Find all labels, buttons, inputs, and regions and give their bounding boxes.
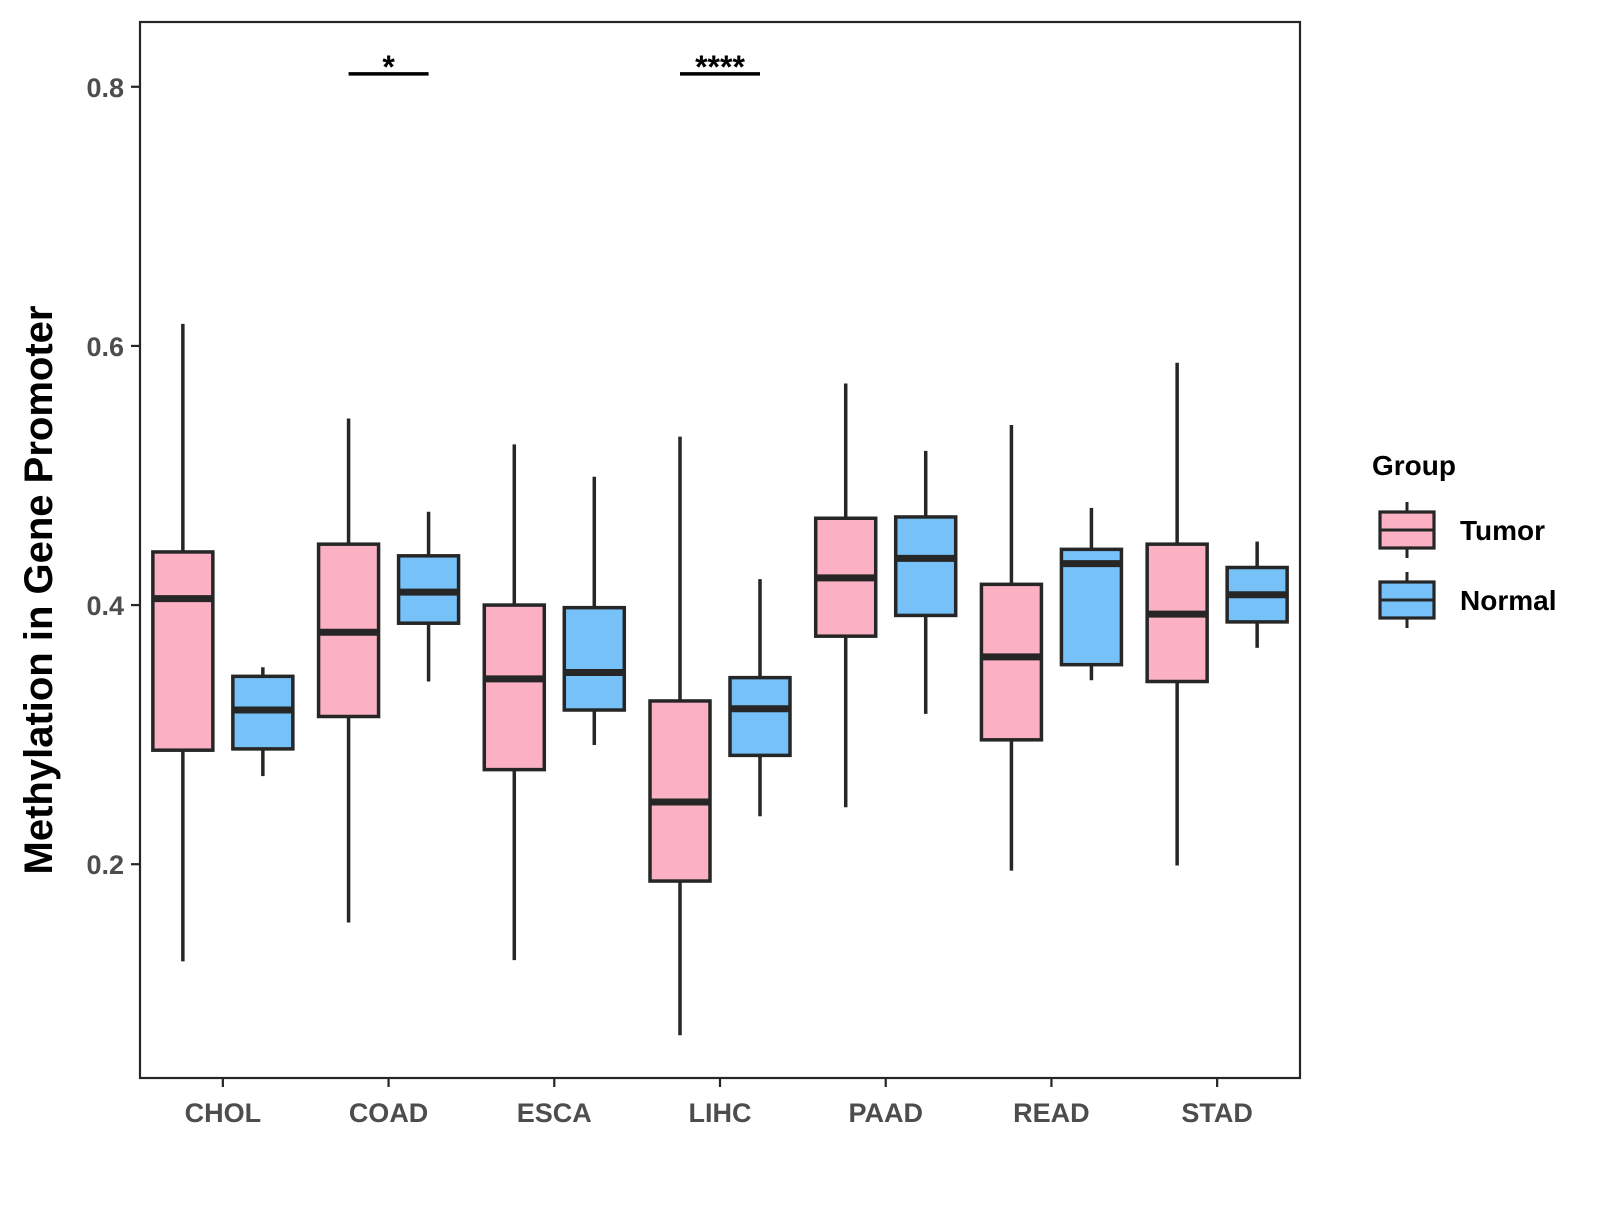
- x-tick-label-stad: STAD: [1181, 1098, 1253, 1128]
- iqr-box: [1059, 547, 1124, 667]
- box-tumor-coad: [316, 418, 381, 923]
- box-tumor-stad: [1145, 362, 1209, 866]
- iqr-box: [893, 515, 958, 618]
- y-tick-label: 0.4: [86, 591, 124, 621]
- x-tick-label-lihc: LIHC: [689, 1098, 752, 1128]
- y-tick-label: 0.8: [86, 73, 124, 103]
- box-tumor-paad: [813, 383, 878, 808]
- iqr-box: [728, 675, 792, 758]
- x-tick-label-paad: PAAD: [848, 1098, 923, 1128]
- box-tumor-read: [979, 424, 1044, 871]
- iqr-box: [151, 550, 215, 752]
- significance-label-coad: *: [382, 49, 395, 85]
- legend-label-tumor: Tumor: [1460, 515, 1545, 546]
- x-tick-label-read: READ: [1013, 1098, 1090, 1128]
- box-normal-lihc: [728, 579, 792, 817]
- x-tick-label-esca: ESCA: [517, 1098, 592, 1128]
- legend-label-normal: Normal: [1460, 585, 1556, 616]
- y-tick-label: 0.2: [86, 850, 124, 880]
- box-normal-paad: [893, 450, 958, 714]
- legend-title: Group: [1372, 450, 1456, 481]
- box-tumor-chol: [151, 323, 215, 962]
- box-normal-stad: [1225, 541, 1289, 648]
- y-axis-title: Methylation in Gene Promoter: [17, 306, 61, 875]
- plot-panel-border: [138, 20, 1302, 1080]
- legend-item-normal: Normal: [1378, 572, 1556, 628]
- box-normal-coad: [396, 511, 461, 682]
- box-normal-chol: [231, 667, 295, 777]
- box-normal-read: [1059, 507, 1124, 681]
- x-tick-label-coad: COAD: [349, 1098, 429, 1128]
- y-tick-label: 0.6: [86, 332, 124, 362]
- iqr-box: [562, 605, 627, 712]
- iqr-box: [979, 582, 1044, 742]
- box-normal-esca: [562, 476, 627, 746]
- box-tumor-lihc: [648, 436, 712, 1036]
- significance-label-lihc: ****: [695, 49, 745, 85]
- x-tick-label-chol: CHOL: [185, 1098, 262, 1128]
- iqr-box: [482, 603, 547, 772]
- box-tumor-esca: [482, 444, 547, 961]
- legend-item-tumor: Tumor: [1378, 502, 1545, 558]
- iqr-box: [648, 699, 712, 883]
